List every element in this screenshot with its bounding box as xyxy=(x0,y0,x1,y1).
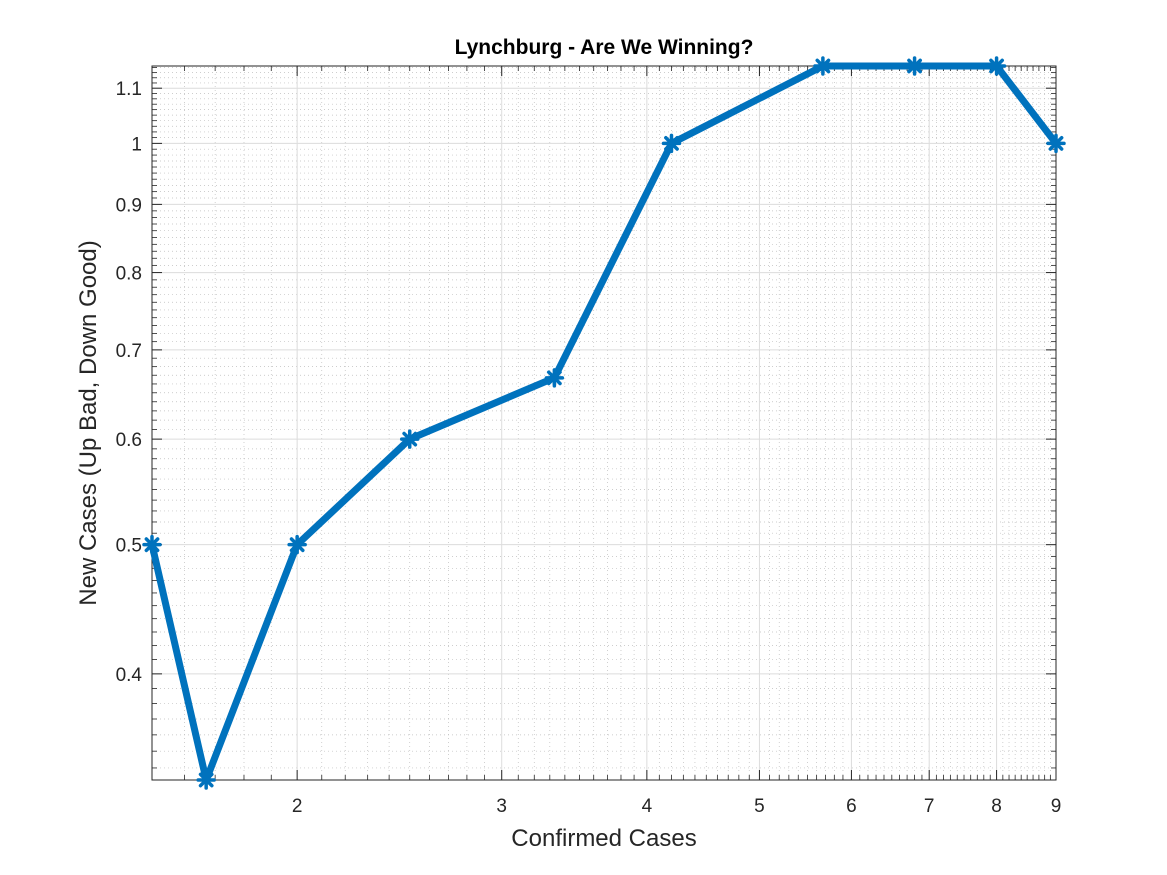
y-axis-label: New Cases (Up Bad, Down Good) xyxy=(75,240,102,605)
marker-stroke xyxy=(144,537,160,553)
y-tick-label: 0.7 xyxy=(116,341,142,362)
data-point-marker xyxy=(1046,133,1066,154)
y-tick-label: 0.8 xyxy=(116,264,142,285)
data-point-marker xyxy=(544,368,565,388)
marker-stroke xyxy=(402,431,418,447)
y-tick-label: 0.5 xyxy=(116,536,142,557)
marker-stroke xyxy=(907,58,922,74)
marker-stroke xyxy=(198,772,214,788)
x-tick-label: 9 xyxy=(1051,796,1062,817)
x-axis-label: Confirmed Cases xyxy=(511,825,696,852)
data-point-marker xyxy=(813,56,833,76)
marker-stroke xyxy=(664,135,679,151)
y-tick-label: 0.4 xyxy=(116,665,143,686)
marker-stroke xyxy=(546,370,562,386)
tick-labels: 2 3 4 5 6 7 8 9 0.4 0.5 0.6 0.7 0.8 0.9 1 1.1 xyxy=(116,79,1062,817)
y-tick-label: 0.9 xyxy=(116,195,142,216)
chart-title: Lynchburg - Are We Winning? xyxy=(455,36,754,59)
x-tick-label: 5 xyxy=(754,796,765,817)
y-tick-label: 1 xyxy=(131,134,142,155)
data-point-marker xyxy=(986,56,1007,76)
y-tick-label: 0.6 xyxy=(116,430,142,451)
major-grid xyxy=(152,66,1057,780)
data-point-marker xyxy=(287,534,307,555)
data-point-marker xyxy=(661,133,682,154)
axes-box xyxy=(151,65,1057,781)
minor-grid xyxy=(152,66,1056,780)
data-point-marker xyxy=(904,56,925,76)
series-line xyxy=(148,62,1060,784)
x-tick-label: 6 xyxy=(846,796,857,817)
axes-frame xyxy=(151,65,1057,781)
y-tick-label: 1.1 xyxy=(116,79,142,100)
data-point-marker xyxy=(142,534,162,555)
marker-stroke xyxy=(815,58,831,74)
marker-stroke xyxy=(989,58,1004,74)
x-tick-label: 3 xyxy=(496,796,507,817)
x-tick-label: 4 xyxy=(642,796,653,817)
x-tick-label: 8 xyxy=(991,796,1002,817)
marker-stroke xyxy=(289,537,305,553)
x-tick-label: 7 xyxy=(924,796,935,817)
series-layer xyxy=(142,56,1066,790)
data-point-marker xyxy=(196,770,216,790)
marker-stroke xyxy=(1048,135,1064,151)
x-tick-label: 2 xyxy=(292,796,303,817)
data-point-marker xyxy=(399,429,420,449)
